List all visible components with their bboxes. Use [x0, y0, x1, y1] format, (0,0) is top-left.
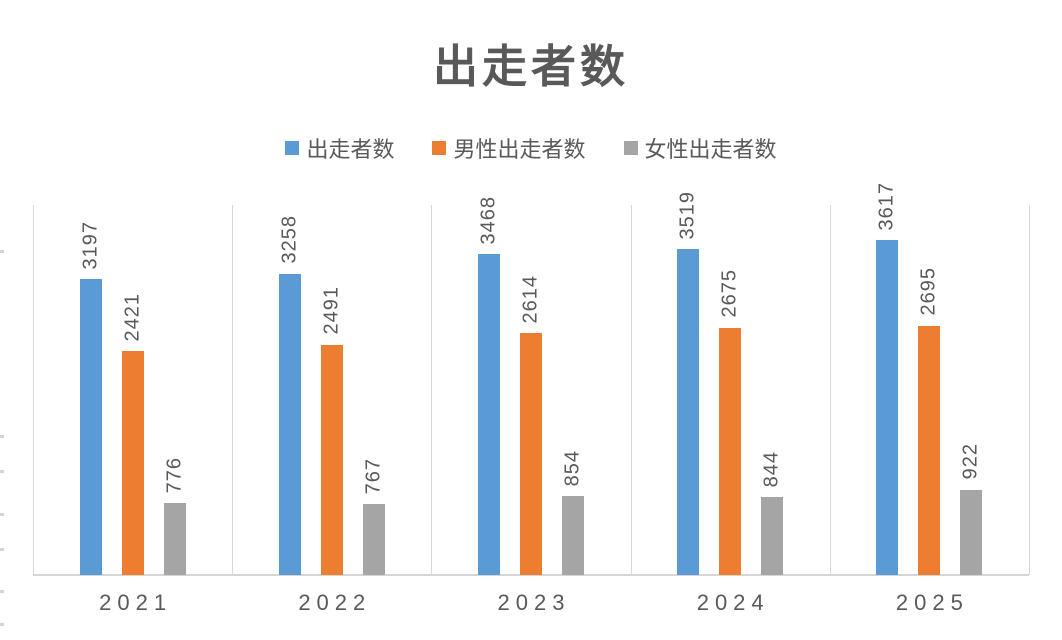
bar-男性出走者数-2022: [320, 344, 343, 575]
bar-男性出走者数-2023: [520, 333, 542, 575]
bar-出走者数-2021: [79, 279, 102, 575]
bar-value-label: 844: [760, 450, 783, 487]
legend-label: 出走者数: [306, 137, 395, 162]
bar-value-label: 854: [561, 449, 584, 487]
legend-swatch-icon: [285, 141, 300, 155]
x-axis-line: [33, 574, 1029, 576]
legend-label: 女性出走者数: [644, 137, 777, 162]
y-axis-label-remnant: [0, 590, 4, 593]
bar-value-label: 3468: [477, 195, 500, 245]
bar-女性出走者数-2021: [163, 503, 186, 575]
y-axis-label-remnant: [0, 623, 4, 626]
x-axis-label-2025: 2025: [895, 590, 969, 615]
bar-value-label: 3197: [79, 220, 102, 270]
legend-item-3: 女性出走者数: [623, 132, 777, 164]
y-axis-label-remnant: [0, 513, 4, 516]
legend: 出走者数 男性出走者数 女性出走者数: [0, 132, 1062, 164]
bar-value-label: 3617: [875, 181, 898, 231]
bar-value-label: 2614: [519, 274, 542, 324]
y-axis-label-remnant: [0, 548, 4, 551]
y-axis-label-remnant: [0, 250, 4, 253]
category-separator-line: [33, 205, 34, 575]
bar-出走者数-2025: [876, 240, 899, 575]
category-separator-line: [232, 205, 234, 575]
bar-女性出走者数-2025: [960, 489, 983, 575]
bar-男性出走者数-2025: [918, 325, 941, 575]
category-separator-line: [431, 205, 433, 575]
chart-title: 出走者数: [432, 41, 629, 92]
bar-出走者数-2022: [278, 273, 301, 575]
bar-value-label: 2421: [121, 292, 144, 342]
bar-女性出走者数-2023: [562, 496, 584, 575]
x-axis-label-2022: 2022: [298, 590, 372, 615]
x-axis-label-2024: 2024: [696, 590, 770, 615]
x-axis-label-2023: 2023: [497, 590, 571, 615]
legend-item-1: 出走者数: [285, 132, 394, 164]
bar-出走者数-2024: [677, 249, 700, 575]
bar-value-label: 776: [163, 456, 186, 494]
bar-value-label: 3258: [278, 215, 301, 264]
bar-value-label: 767: [362, 457, 385, 495]
bar-女性出走者数-2024: [761, 496, 784, 575]
bar-出走者数-2023: [478, 254, 500, 575]
legend-swatch-icon: [432, 141, 447, 155]
bar-value-label: 2675: [718, 269, 741, 318]
bar-男性出走者数-2021: [121, 351, 144, 575]
category-separator-line: [829, 205, 831, 575]
y-axis-label-remnant: [0, 470, 4, 473]
bar-value-label: 2695: [917, 267, 940, 316]
y-axis-label-remnant: [0, 435, 4, 438]
bar-女性出走者数-2022: [362, 504, 385, 575]
category-separator-line: [630, 205, 632, 575]
bar-value-label: 922: [959, 443, 982, 480]
category-separator-line: [1029, 205, 1030, 575]
legend-swatch-icon: [623, 141, 638, 155]
bar-男性出走者数-2024: [719, 327, 742, 575]
legend-item-2: 男性出走者数: [432, 132, 586, 164]
bar-value-label: 2491: [320, 286, 343, 335]
x-axis-label-2021: 2021: [99, 590, 173, 615]
legend-label: 男性出走者数: [453, 137, 586, 162]
bar-value-label: 3519: [676, 191, 699, 240]
